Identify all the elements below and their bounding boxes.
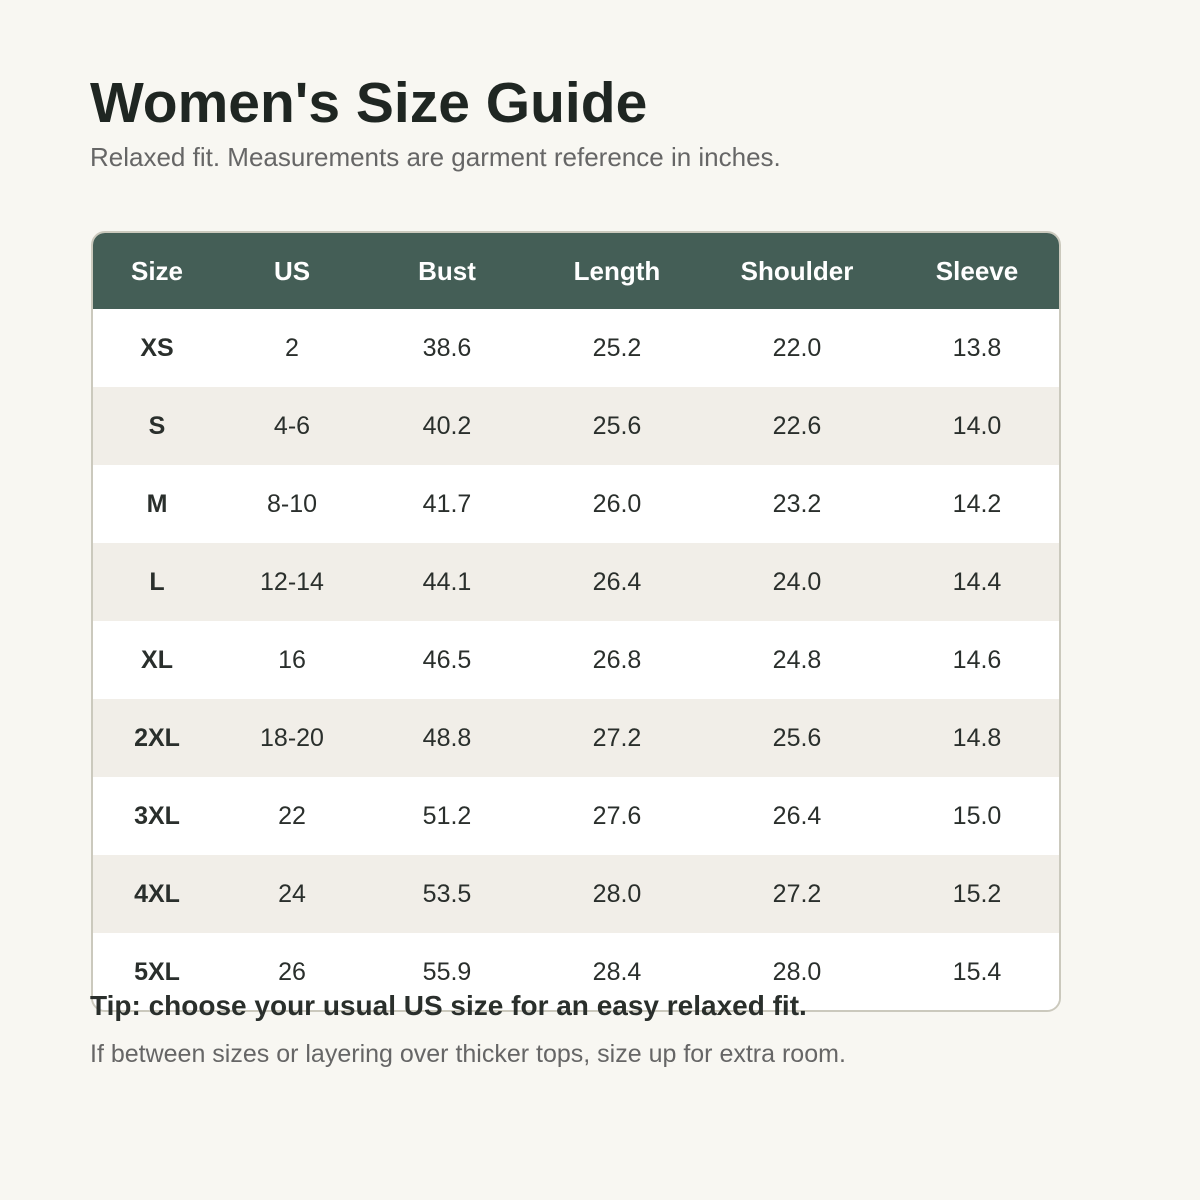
column-header: Bust [418, 255, 476, 286]
table-cell: 15.4 [952, 957, 1002, 986]
table-cell: 27.2 [592, 723, 642, 752]
size-label: M [146, 489, 168, 518]
column-header: Shoulder [740, 255, 854, 286]
column-header: US [273, 255, 311, 286]
table-row: 4XL 24 53.5 28.0 27.2 15.2 [93, 855, 1059, 933]
table-row: 5XL 26 55.9 28.4 28.0 15.4 [93, 933, 1059, 1010]
table-cell: 28.0 [772, 957, 822, 986]
table-cell: 12-14 [260, 567, 324, 596]
size-label: XS [140, 333, 174, 362]
table-cell: 23.2 [772, 489, 822, 518]
table-cell: 26.4 [592, 567, 642, 596]
table-cell: 44.1 [422, 567, 472, 596]
table-cell: 24.8 [772, 645, 822, 674]
size-label: 5XL [134, 957, 180, 986]
table-cell: 22 [278, 801, 306, 830]
table-cell: 25.6 [772, 723, 822, 752]
subtitle: Relaxed fit. Measurements are garment re… [90, 142, 781, 172]
table-cell: 8-10 [266, 489, 318, 518]
size-label: 4XL [134, 879, 180, 908]
table-row: M 8-10 41.7 26.0 23.2 14.2 [93, 465, 1059, 543]
table-cell: 38.6 [422, 333, 472, 362]
table-cell: 41.7 [422, 489, 472, 518]
table-cell: 26 [278, 957, 306, 986]
table-cell: 27.2 [772, 879, 822, 908]
column-header: Sleeve [935, 255, 1019, 286]
table-cell: 22.0 [772, 333, 822, 362]
table-cell: 15.2 [952, 879, 1002, 908]
table-cell: 48.8 [422, 723, 472, 752]
table-cell: 2 [285, 333, 299, 362]
size-label: 2XL [134, 723, 180, 752]
table-row: S 4-6 40.2 25.6 22.6 14.0 [93, 387, 1059, 465]
table-cell: 27.6 [592, 801, 642, 830]
table-cell: 46.5 [422, 645, 472, 674]
table-cell: 14.8 [952, 723, 1002, 752]
table-cell: 16 [278, 645, 306, 674]
table-cell: 51.2 [422, 801, 472, 830]
table-row: XS 2 38.6 25.2 22.0 13.8 [93, 309, 1059, 387]
tip: Tip: choose your usual US size for an ea… [90, 990, 807, 1021]
table-cell: 14.6 [952, 645, 1002, 674]
table-cell: 26.4 [772, 801, 822, 830]
table-cell: 24 [278, 879, 306, 908]
table-cell: 25.2 [592, 333, 642, 362]
table-cell: 24.0 [772, 567, 822, 596]
table-row: 3XL 22 51.2 27.6 26.4 15.0 [93, 777, 1059, 855]
size-label: 3XL [134, 801, 180, 830]
column-header: Length [573, 255, 661, 286]
table-cell: 22.6 [772, 411, 822, 440]
note: If between sizes or layering over thicke… [90, 1040, 846, 1068]
column-header: Size [130, 255, 184, 286]
table-row: L 12-14 44.1 26.4 24.0 14.4 [93, 543, 1059, 621]
table-cell: 14.2 [952, 489, 1002, 518]
table-cell: 55.9 [422, 957, 472, 986]
table-cell: 26.0 [592, 489, 642, 518]
table-cell: 13.8 [952, 333, 1002, 362]
table-cell: 40.2 [422, 411, 472, 440]
table-cell: 28.0 [592, 879, 642, 908]
table-cell: 14.0 [952, 411, 1002, 440]
table-cell: 53.5 [422, 879, 472, 908]
size-label: XL [141, 645, 173, 674]
table-cell: 14.4 [952, 567, 1002, 596]
title: Women's Size Guide [90, 71, 648, 135]
size-label: S [148, 411, 166, 440]
table-row: XL 16 46.5 26.8 24.8 14.6 [93, 621, 1059, 699]
table-cell: 4-6 [273, 411, 311, 440]
table-row: 2XL 18-20 48.8 27.2 25.6 14.8 [93, 699, 1059, 777]
size-label: L [149, 567, 165, 596]
table-cell: 26.8 [592, 645, 642, 674]
table-cell: 25.6 [592, 411, 642, 440]
header-row: Size US Bust Length Shoulder Sleeve [93, 233, 1059, 309]
table-cell: 15.0 [952, 801, 1002, 830]
size-table: Size US Bust Length Shoulder Sleeve XS 2 38.6 25.… [91, 231, 1061, 1012]
table-cell: 18-20 [260, 723, 324, 752]
table-cell: 28.4 [592, 957, 642, 986]
